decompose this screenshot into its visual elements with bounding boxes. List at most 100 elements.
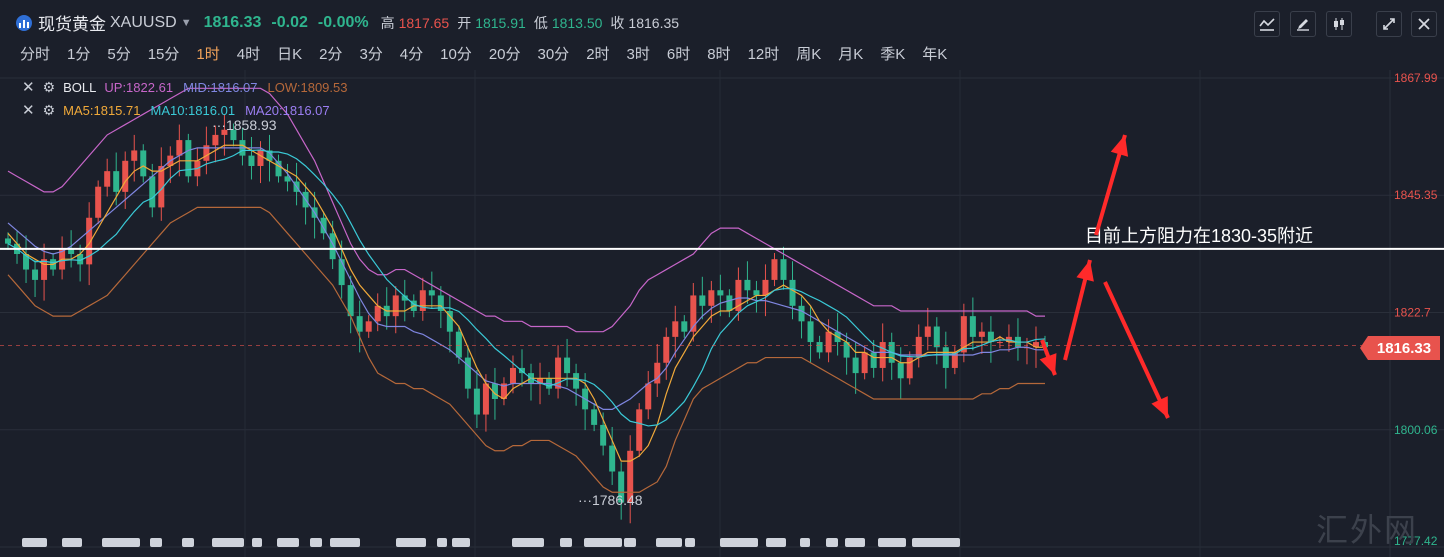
time-axis-label-block (102, 538, 140, 547)
candle-body (717, 290, 724, 296)
candle-body (627, 450, 634, 503)
period-tab[interactable]: 2时 (586, 46, 610, 63)
remove-boll-icon[interactable]: ✕ (22, 79, 35, 96)
candle-body (843, 342, 850, 358)
candle-body (672, 321, 679, 337)
candle-body (248, 155, 255, 166)
period-tab[interactable]: 30分 (537, 46, 570, 63)
time-axis-label-block (437, 538, 447, 547)
candle-body (86, 217, 93, 265)
candle-body (77, 254, 84, 265)
candle-body (419, 290, 426, 311)
top-bar: 现货黄金 XAUUSD ▼ 1816.33 -0.02 -0.00% 高 181… (0, 0, 1444, 42)
candle-body (131, 150, 138, 161)
candle-body (203, 145, 210, 161)
close-icon[interactable] (1411, 11, 1437, 37)
time-axis-label-block (845, 538, 865, 547)
candlestick-chart[interactable]: 1867.99 1845.35 1822.7 1800.06 1777.42 目前上方阻力… (0, 70, 1444, 557)
time-axis-label-block (912, 538, 960, 547)
candle-body (654, 362, 661, 384)
time-axis-label-block (656, 538, 682, 547)
candle-body (861, 352, 868, 374)
period-tab[interactable]: 月K (838, 46, 864, 63)
ma-settings-gear-icon[interactable]: ⚙ (42, 101, 56, 118)
ma20-value: MA20:1816.07 (245, 102, 330, 118)
candle-body (149, 176, 156, 208)
remove-ma-icon[interactable]: ✕ (22, 102, 35, 119)
period-tab[interactable]: 日K (277, 46, 303, 63)
period-tab[interactable]: 4分 (399, 46, 424, 63)
boll-settings-gear-icon[interactable]: ⚙ (42, 78, 56, 95)
period-tab[interactable]: 分时 (20, 46, 51, 63)
fullscreen-icon[interactable] (1376, 11, 1402, 37)
period-tab[interactable]: 3时 (626, 46, 650, 63)
period-tab[interactable]: 20分 (488, 46, 521, 63)
indicator-icon[interactable] (1254, 11, 1280, 37)
time-axis-label-block (720, 538, 758, 547)
resistance-annotation: 目前上方阻力在1830-35附近 (1085, 226, 1313, 246)
candle-body (978, 331, 985, 337)
candle-body (636, 409, 643, 451)
ma10-value: MA10:1816.01 (150, 102, 236, 118)
candle-style-icon[interactable] (1326, 11, 1352, 37)
candle-body (275, 160, 282, 177)
candle-body (960, 316, 967, 353)
candle-body (491, 383, 498, 400)
period-tab[interactable]: 1分 (67, 46, 91, 63)
candle-body (897, 362, 904, 379)
draw-icon[interactable] (1290, 11, 1316, 37)
candle-body (915, 336, 922, 358)
symbol-dropdown-icon[interactable]: ▼ (180, 16, 192, 29)
candle-body (392, 295, 399, 317)
period-tab[interactable]: 年K (922, 46, 948, 63)
symbol-name[interactable]: 现货黄金 (38, 15, 106, 34)
high-value: 1817.65 (398, 14, 450, 31)
period-tab[interactable]: 4时 (236, 46, 261, 63)
period-tab[interactable]: 2分 (319, 46, 343, 63)
ma5-value: MA5:1815.71 (63, 102, 141, 118)
ma5-line (7, 144, 1045, 462)
open-value: 1815.91 (475, 14, 526, 31)
candle-body (365, 321, 372, 332)
period-tab[interactable]: 5分 (107, 46, 131, 63)
time-axis-label-block (212, 538, 244, 547)
close-value: 1816.35 (628, 14, 680, 31)
period-tab[interactable]: 3分 (359, 46, 383, 63)
candle-body (95, 186, 102, 218)
y-tick-label: 1777.42 (1394, 534, 1438, 548)
boll-up-value: UP:1822.61 (104, 79, 174, 95)
y-tick-label: 1822.7 (1394, 306, 1431, 320)
candle-body (762, 279, 769, 296)
candle-body (176, 140, 183, 156)
period-tab[interactable]: 10分 (440, 46, 472, 63)
symbol-code[interactable]: XAUUSD (110, 13, 177, 31)
arrow-rebound-up-head (1076, 260, 1094, 282)
period-tab[interactable]: 15分 (147, 46, 180, 63)
period-tab[interactable]: 季K (880, 46, 906, 63)
time-axis-label-block (624, 538, 636, 547)
candle-body (437, 295, 444, 311)
period-tab[interactable]: 12时 (747, 46, 780, 63)
candle-body (600, 424, 607, 446)
period-tab[interactable]: 周K (796, 46, 822, 63)
period-tab[interactable]: 8时 (707, 46, 731, 63)
candle-body (104, 171, 111, 187)
candle-body (969, 316, 976, 337)
candle-body (996, 342, 1003, 344)
period-tab[interactable]: 1时 (196, 46, 220, 63)
candle-body (870, 352, 877, 368)
time-axis-label-block (182, 538, 194, 547)
time-axis-label-block (685, 538, 695, 547)
candle-body (618, 471, 625, 503)
candle-body (455, 331, 462, 358)
period-tab[interactable]: 6时 (666, 46, 691, 63)
candle-body (645, 383, 652, 410)
time-axis-label-block (560, 538, 572, 547)
boll-low-value: LOW:1809.53 (267, 79, 348, 95)
candle-body (338, 259, 345, 286)
candle-body (663, 336, 670, 363)
candle-body (906, 357, 913, 379)
time-axis-label-block (826, 538, 838, 547)
candle-body (708, 290, 715, 306)
candle-body (780, 259, 787, 280)
